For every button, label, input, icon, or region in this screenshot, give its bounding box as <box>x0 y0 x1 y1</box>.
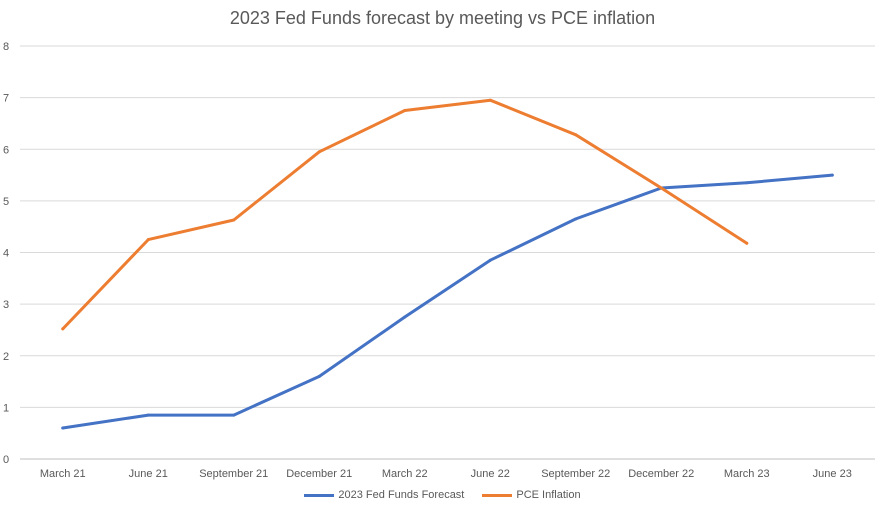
data-point <box>403 315 407 319</box>
legend-swatch <box>482 493 513 497</box>
x-tick-label: September 22 <box>541 468 610 480</box>
x-tick-label: June 23 <box>813 468 852 480</box>
x-tick-label: June 22 <box>471 468 510 480</box>
legend-label: PCE Inflation <box>516 489 581 501</box>
x-tick-label: March 23 <box>724 468 770 480</box>
x-tick-label: December 22 <box>628 468 694 480</box>
data-point <box>574 217 578 221</box>
chart-legend: 2023 Fed Funds Forecast PCE Inflation <box>0 489 885 501</box>
data-point <box>659 186 663 190</box>
series-line <box>61 98 749 331</box>
data-point <box>232 413 236 417</box>
data-point <box>830 173 834 177</box>
y-tick-label: 3 <box>3 299 9 311</box>
y-tick-label: 0 <box>3 454 9 466</box>
x-tick-label: March 21 <box>40 468 86 480</box>
data-point <box>745 181 749 185</box>
data-point <box>61 327 65 331</box>
y-tick-label: 2 <box>3 351 9 363</box>
data-point <box>146 413 150 417</box>
legend-label: 2023 Fed Funds Forecast <box>338 489 465 501</box>
legend-item: PCE Inflation <box>482 489 581 501</box>
data-point <box>574 133 578 137</box>
series-line <box>61 173 834 430</box>
y-tick-label: 7 <box>3 93 9 105</box>
data-point <box>745 241 749 245</box>
data-point <box>403 109 407 113</box>
data-point <box>317 150 321 154</box>
x-tick-label: March 22 <box>382 468 428 480</box>
data-point <box>317 374 321 378</box>
data-point <box>488 258 492 262</box>
x-tick-label: December 21 <box>286 468 352 480</box>
data-point <box>232 218 236 222</box>
legend-item: 2023 Fed Funds Forecast <box>304 489 464 501</box>
x-tick-label: September 21 <box>199 468 268 480</box>
data-point <box>488 98 492 102</box>
chart-title: 2023 Fed Funds forecast by meeting vs PC… <box>229 8 656 28</box>
legend-swatch <box>304 493 335 497</box>
y-tick-label: 8 <box>3 41 9 53</box>
y-tick-label: 5 <box>3 196 9 208</box>
data-point <box>146 238 150 242</box>
y-tick-label: 1 <box>3 402 9 414</box>
data-point <box>61 426 65 430</box>
x-tick-label: June 21 <box>129 468 168 480</box>
y-tick-label: 4 <box>3 248 9 260</box>
y-tick-label: 6 <box>3 144 9 156</box>
